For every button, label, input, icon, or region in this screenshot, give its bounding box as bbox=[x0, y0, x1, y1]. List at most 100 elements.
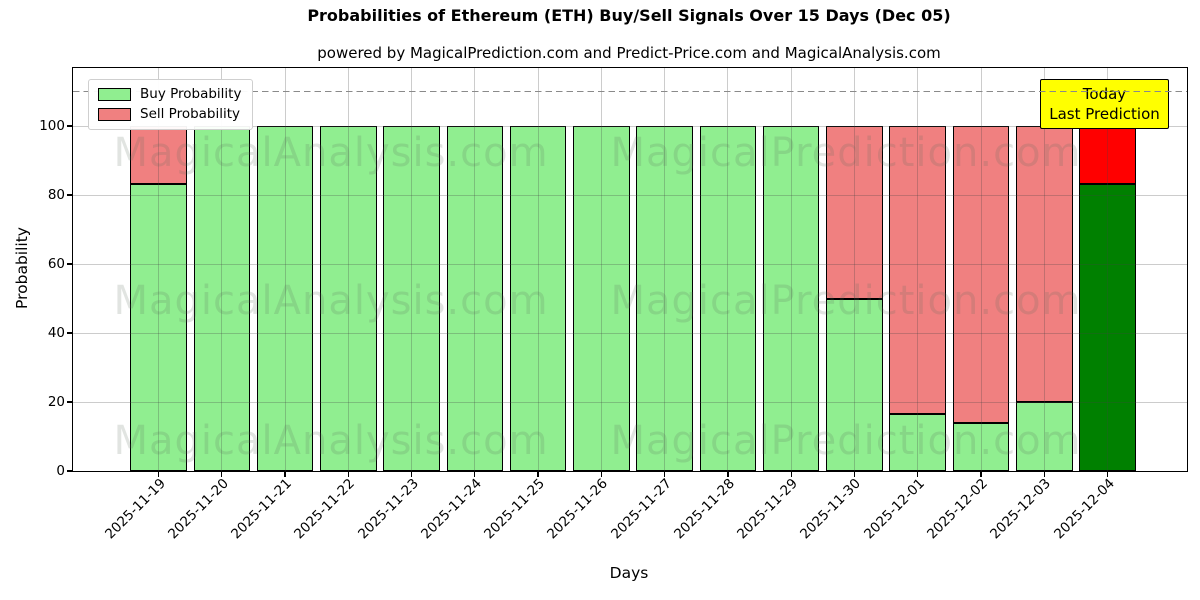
legend-label-sell: Sell Probability bbox=[140, 106, 241, 122]
x-tick-mark bbox=[664, 471, 666, 477]
y-tick-mark bbox=[67, 332, 73, 334]
x-tick-label: 2025-11-29 bbox=[734, 475, 802, 543]
x-tick-label: 2025-12-04 bbox=[1050, 475, 1118, 543]
x-tick-label: 2025-11-21 bbox=[228, 475, 295, 543]
grid-line-vertical bbox=[664, 68, 666, 471]
bar-segment-buy bbox=[1079, 183, 1136, 471]
chart-title: Probabilities of Ethereum (ETH) Buy/Sell… bbox=[307, 6, 951, 25]
x-tick-mark bbox=[221, 471, 223, 477]
grid-line-vertical bbox=[221, 68, 223, 471]
grid-line-vertical bbox=[917, 68, 919, 471]
y-tick-mark bbox=[67, 194, 73, 196]
bar-segment-sell bbox=[130, 126, 187, 184]
grid-line-horizontal bbox=[73, 332, 1187, 334]
x-tick-mark bbox=[157, 471, 160, 477]
y-tick-mark bbox=[67, 125, 73, 127]
grid-line-vertical bbox=[158, 68, 159, 471]
dashed-threshold-line bbox=[73, 90, 1187, 93]
x-tick-label: 2025-11-24 bbox=[417, 475, 485, 543]
x-tick-mark bbox=[853, 471, 856, 477]
y-tick-mark bbox=[67, 470, 73, 472]
grid-line-vertical bbox=[411, 68, 413, 471]
bar-segment-sell bbox=[952, 126, 1010, 423]
x-tick-mark bbox=[347, 471, 349, 477]
plot-area: Buy Probability Sell Probability Today L… bbox=[39, 67, 1188, 542]
x-tick-label: 2025-11-26 bbox=[544, 475, 612, 543]
bar-segment-sell bbox=[826, 126, 883, 299]
grid-line-horizontal bbox=[73, 401, 1187, 403]
x-tick-mark bbox=[474, 471, 476, 477]
grid-line-horizontal bbox=[73, 125, 1187, 127]
x-axis-title: Days bbox=[609, 564, 649, 582]
bar-segment-buy bbox=[636, 126, 693, 471]
legend-item-buy: Buy Probability bbox=[98, 87, 241, 102]
y-tick-mark bbox=[67, 401, 73, 403]
bar-segment-buy bbox=[130, 183, 187, 471]
bar-segment-buy bbox=[320, 126, 377, 471]
bar-segment-buy bbox=[509, 126, 567, 471]
x-tick-mark bbox=[537, 471, 539, 477]
grid-line-vertical bbox=[537, 68, 539, 471]
y-tick-label: 60 bbox=[47, 256, 65, 272]
grid-line-vertical bbox=[790, 68, 792, 471]
y-tick-label: 40 bbox=[47, 325, 65, 341]
bar-segment-buy bbox=[573, 126, 630, 471]
x-tick-label: 2025-11-25 bbox=[481, 475, 549, 543]
x-tick-label: 2025-12-01 bbox=[860, 475, 928, 543]
x-tick-label: 2025-11-23 bbox=[354, 475, 422, 543]
x-tick-mark bbox=[980, 471, 982, 477]
today-annotation-line1: Today bbox=[1082, 85, 1127, 103]
grid-line-vertical bbox=[284, 68, 286, 471]
bar-segment-buy bbox=[1016, 402, 1073, 471]
grid-line-vertical bbox=[600, 68, 602, 471]
legend-item-sell: Sell Probability bbox=[98, 107, 241, 122]
x-tick-mark bbox=[727, 471, 729, 477]
grid-line-horizontal bbox=[73, 263, 1187, 265]
y-tick-label: 80 bbox=[47, 187, 65, 203]
bar-segment-buy bbox=[826, 298, 883, 471]
today-annotation: Today Last Prediction bbox=[1040, 79, 1169, 129]
bar-segment-sell bbox=[1079, 126, 1136, 184]
x-tick-label: 2025-11-20 bbox=[164, 475, 232, 543]
x-tick-label: 2025-12-03 bbox=[987, 475, 1055, 543]
grid-line-vertical bbox=[474, 68, 476, 471]
x-tick-label: 2025-11-28 bbox=[671, 475, 738, 543]
bar-segment-buy bbox=[699, 126, 757, 471]
x-tick-label: 2025-11-30 bbox=[797, 475, 865, 543]
grid-line-horizontal bbox=[73, 194, 1187, 196]
x-tick-mark bbox=[1106, 471, 1109, 477]
x-tick-label: 2025-12-02 bbox=[924, 475, 991, 543]
legend-swatch-sell bbox=[98, 108, 131, 121]
bar-segment-buy bbox=[762, 126, 820, 471]
bar-segment-buy bbox=[446, 126, 504, 471]
x-tick-mark bbox=[790, 471, 792, 477]
bar-segment-buy bbox=[889, 413, 946, 471]
legend: Buy Probability Sell Probability bbox=[88, 79, 254, 130]
x-tick-label: 2025-11-22 bbox=[291, 475, 359, 543]
grid-line-vertical bbox=[1043, 68, 1045, 471]
y-tick-label: 0 bbox=[56, 463, 65, 479]
x-tick-label: 2025-11-19 bbox=[101, 475, 169, 543]
bar-segment-buy bbox=[383, 126, 440, 471]
today-annotation-line2: Last Prediction bbox=[1049, 105, 1160, 123]
x-tick-mark bbox=[410, 471, 413, 477]
y-tick-label: 20 bbox=[47, 394, 65, 410]
y-tick-label: 100 bbox=[39, 118, 65, 134]
bar-segment-sell bbox=[889, 126, 946, 414]
grid-line-vertical bbox=[980, 68, 982, 471]
bar-segment-buy bbox=[193, 126, 251, 471]
grid-line-vertical bbox=[727, 68, 729, 471]
bar-segment-buy bbox=[256, 126, 314, 471]
bar-segment-sell bbox=[1016, 126, 1073, 402]
x-tick-mark bbox=[600, 471, 603, 477]
chart-subtitle: powered by MagicalPrediction.com and Pre… bbox=[317, 44, 941, 62]
x-tick-mark bbox=[284, 471, 286, 477]
bar-segment-buy bbox=[952, 422, 1010, 471]
grid-line-vertical bbox=[1107, 68, 1109, 471]
x-tick-mark bbox=[1043, 471, 1045, 477]
grid-line-vertical bbox=[347, 68, 349, 471]
grid-line-vertical bbox=[853, 68, 855, 471]
legend-label-buy: Buy Probability bbox=[140, 86, 242, 102]
x-tick-mark bbox=[917, 471, 919, 477]
